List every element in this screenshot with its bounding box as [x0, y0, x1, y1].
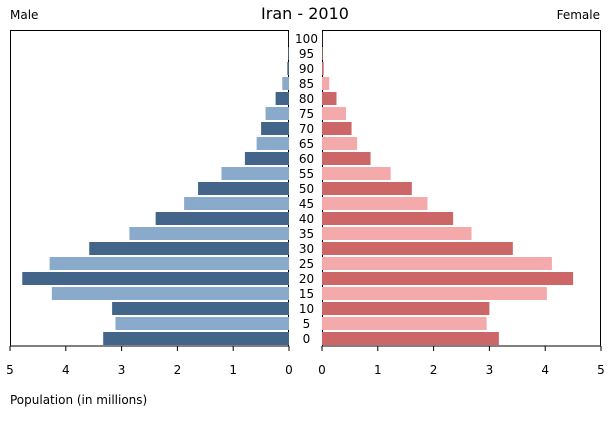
male-bar-5: [115, 317, 289, 330]
male-bar-20: [22, 272, 289, 285]
female-x-tick-label: 4: [541, 363, 549, 377]
age-label-60: 60: [299, 152, 314, 166]
female-bar-20: [322, 272, 574, 285]
age-label-30: 30: [299, 242, 314, 256]
female-bar-50: [322, 182, 412, 195]
female-x-tick-label: 5: [597, 363, 605, 377]
age-label-35: 35: [299, 227, 314, 241]
age-label-5: 5: [303, 317, 311, 331]
male-x-tick-label: 4: [62, 363, 70, 377]
female-bar-30: [322, 242, 513, 255]
age-label-85: 85: [299, 77, 314, 91]
age-label-70: 70: [299, 122, 314, 136]
male-bar-75: [265, 107, 289, 120]
age-label-75: 75: [299, 107, 314, 121]
female-bar-25: [322, 257, 552, 270]
female-bar-90: [322, 62, 324, 75]
age-label-90: 90: [299, 62, 314, 76]
age-label-20: 20: [299, 272, 314, 286]
age-label-55: 55: [299, 167, 314, 181]
female-x-tick-label: 2: [430, 363, 438, 377]
female-bar-5: [322, 317, 487, 330]
age-label-0: 0: [303, 332, 311, 346]
age-label-45: 45: [299, 197, 314, 211]
male-bar-40: [155, 212, 289, 225]
female-bar-60: [322, 152, 371, 165]
female-bar-70: [322, 122, 352, 135]
female-bar-95: [322, 47, 323, 60]
age-label-40: 40: [299, 212, 314, 226]
male-x-tick-label: 2: [174, 363, 182, 377]
female-bar-55: [322, 167, 391, 180]
chart-title: Iran - 2010: [261, 4, 349, 23]
female-bar-10: [322, 302, 490, 315]
male-bar-10: [112, 302, 289, 315]
female-bar-0: [322, 332, 499, 345]
female-bar-45: [322, 197, 428, 210]
male-x-tick-label: 0: [285, 363, 293, 377]
age-label-25: 25: [299, 257, 314, 271]
male-bar-85: [282, 77, 289, 90]
male-bar-70: [261, 122, 289, 135]
age-label-10: 10: [299, 302, 314, 316]
male-bar-60: [244, 152, 289, 165]
age-label-80: 80: [299, 92, 314, 106]
female-bar-40: [322, 212, 454, 225]
male-bar-0: [103, 332, 289, 345]
age-label-100: 100: [295, 32, 318, 46]
male-bar-35: [129, 227, 289, 240]
male-bar-25: [49, 257, 290, 270]
female-bar-75: [322, 107, 346, 120]
male-bar-45: [184, 197, 289, 210]
male-bar-80: [275, 92, 289, 105]
female-bar-15: [322, 287, 547, 300]
male-bar-15: [51, 287, 289, 300]
male-bar-55: [221, 167, 289, 180]
male-bar-90: [287, 62, 289, 75]
female-x-tick-label: 1: [374, 363, 382, 377]
male-bar-65: [256, 137, 289, 150]
age-label-50: 50: [299, 182, 314, 196]
male-label: Male: [10, 8, 39, 22]
male-bar-30: [89, 242, 290, 255]
male-x-tick-label: 3: [118, 363, 126, 377]
male-bar-50: [198, 182, 289, 195]
age-label-15: 15: [299, 287, 314, 301]
female-x-tick-label: 0: [318, 363, 326, 377]
age-label-65: 65: [299, 137, 314, 151]
female-label: Female: [556, 8, 600, 22]
female-bar-85: [322, 77, 330, 90]
female-x-tick-label: 3: [486, 363, 494, 377]
age-label-95: 95: [299, 47, 314, 61]
female-bar-35: [322, 227, 472, 240]
female-bar-65: [322, 137, 358, 150]
male-x-tick-label: 5: [6, 363, 14, 377]
male-bar-95: [288, 47, 289, 60]
female-bar-80: [322, 92, 337, 105]
male-x-tick-label: 1: [229, 363, 237, 377]
x-axis-label: Population (in millions): [10, 393, 148, 407]
